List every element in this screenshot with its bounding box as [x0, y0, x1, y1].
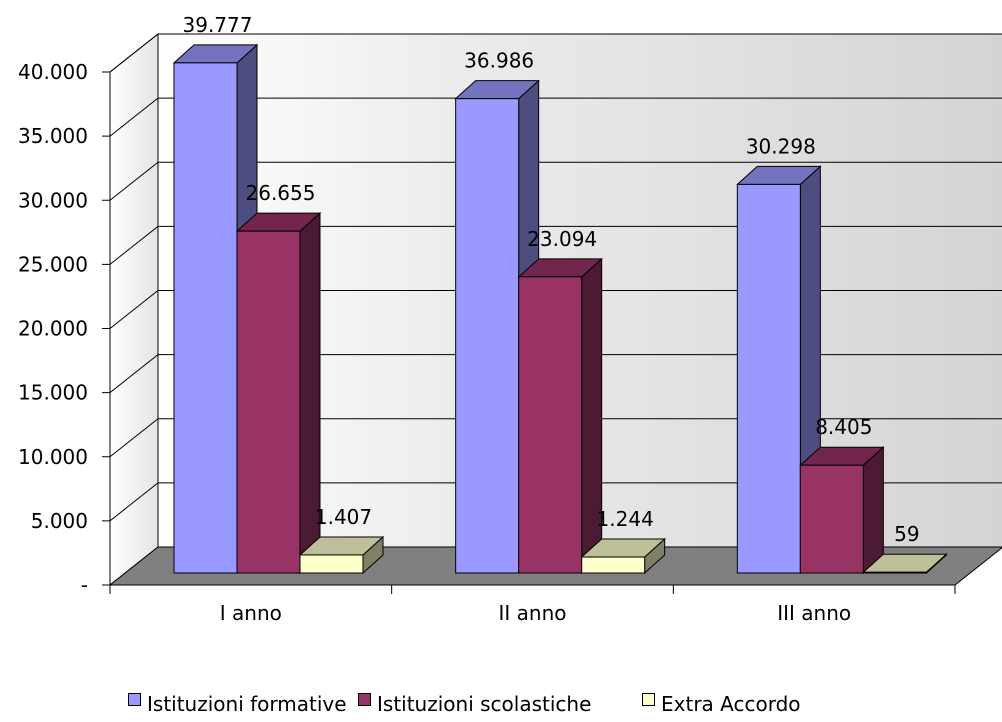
gridline: [109, 33, 1002, 73]
bar: [235, 212, 322, 575]
gridline: [109, 290, 1002, 329]
bar-side: [862, 446, 884, 575]
y-tick-label: 35.000: [18, 124, 88, 148]
data-label: 59: [894, 522, 919, 546]
data-label: 1.244: [597, 507, 654, 531]
bar: [799, 446, 885, 575]
bar-front: [862, 571, 927, 574]
bar-front: [236, 230, 301, 574]
legend-swatch-extra-accordo: [642, 693, 655, 706]
y-tick-label: 5.000: [31, 509, 88, 533]
data-label: 1.407: [315, 505, 372, 529]
bar-front: [581, 556, 646, 574]
y-tick-label: 40.000: [18, 60, 88, 84]
bar-front: [455, 98, 520, 574]
legend-label: Extra Accordo: [661, 692, 801, 716]
y-axis: - 5.000 10.000 15.000 20.000 25.000 30.000 35.0…: [18, 60, 111, 597]
y-tick-label: 25.000: [18, 252, 88, 276]
data-label: 36.986: [464, 49, 534, 73]
bar-front: [736, 183, 801, 574]
bar: [517, 257, 603, 575]
y-tick-label: 15.000: [18, 381, 88, 405]
x-tick-label: I anno: [220, 601, 282, 625]
bar-front: [173, 62, 238, 574]
gridline: [109, 225, 1002, 265]
legend-item-istituzioni-formative: Istituzioni formative: [128, 690, 347, 720]
bar: [298, 535, 385, 575]
data-label: 39.777: [183, 13, 253, 37]
bar: [862, 553, 948, 575]
data-label: 26.655: [246, 181, 316, 205]
legend: Istituzioni formative Istituzioni scolas…: [0, 690, 1002, 720]
y-tick-label: 10.000: [18, 445, 88, 469]
bar-front: [299, 554, 364, 574]
legend-swatch-istituzioni-formative: [128, 693, 141, 706]
data-labels: 39.777 26.655 1.407 36.986 23.094 1.244 30.298…: [183, 13, 920, 546]
legend-item-extra-accordo: Extra Accordo: [642, 690, 801, 720]
x-tick-label: III anno: [777, 601, 851, 625]
bar: [580, 537, 666, 575]
gridline: [109, 418, 1002, 458]
bar-front: [799, 464, 864, 574]
bars: [172, 43, 948, 575]
legend-label: Istituzioni formative: [147, 692, 347, 716]
gridline: [109, 482, 1002, 522]
y-tick-label: 30.000: [18, 188, 88, 212]
y-tick-label: 20.000: [18, 317, 88, 341]
data-label: 8.405: [815, 415, 872, 439]
x-axis: I anno II anno III anno: [109, 584, 956, 625]
data-label: 30.298: [746, 134, 816, 158]
gridline: [109, 354, 1002, 394]
data-label: 23.094: [527, 227, 597, 251]
gridline: [109, 161, 1002, 201]
gridline: [109, 97, 1002, 137]
legend-item-istituzioni-scolastiche: Istituzioni scolastiche: [358, 690, 591, 720]
legend-swatch-istituzioni-scolastiche: [358, 693, 371, 706]
x-tick-label: II anno: [499, 601, 567, 625]
legend-label: Istituzioni scolastiche: [377, 692, 592, 716]
bar-front: [518, 276, 583, 574]
gridlines: [109, 33, 1002, 522]
y-tick-label: -: [81, 573, 88, 597]
